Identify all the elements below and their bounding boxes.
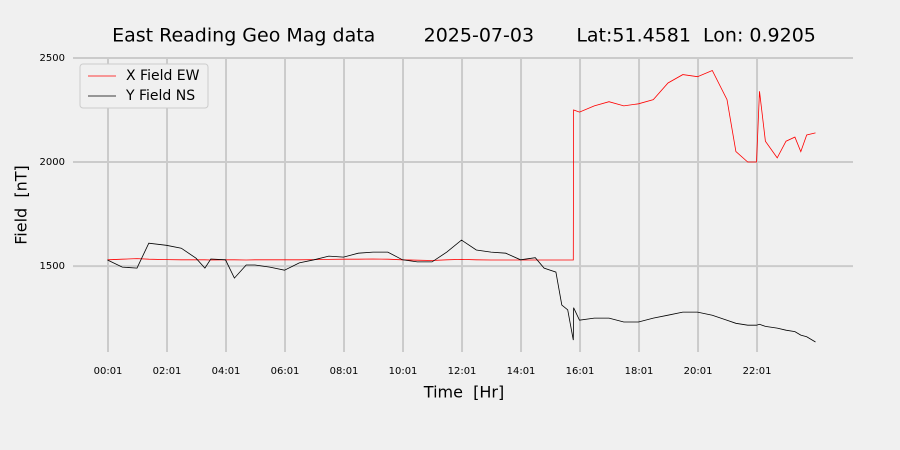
legend-box	[79, 63, 209, 109]
y-tick-label: 2500	[40, 53, 65, 64]
x-tick-label: 04:01	[212, 366, 241, 377]
legend: X Field EW Y Field NS	[79, 63, 209, 109]
legend-label: Y Field NS	[125, 88, 195, 104]
x-tick-label: 08:01	[330, 366, 359, 377]
legend-label: X Field EW	[126, 68, 200, 84]
x-tick-label: 18:01	[625, 366, 654, 377]
y-tick-label: 2000	[40, 157, 65, 168]
x-tick-label: 20:01	[684, 366, 713, 377]
x-tick-label: 06:01	[271, 366, 300, 377]
x-tick-label: 00:01	[94, 366, 123, 377]
chart-title: East Reading Geo Mag data 2025-07-03 Lat…	[112, 25, 816, 47]
y-axis-label: Field [nT]	[12, 165, 31, 245]
y-tick-label: 1500	[40, 261, 65, 272]
x-tick-label: 02:01	[153, 366, 182, 377]
x-tick-label: 14:01	[507, 366, 536, 377]
data-line	[107, 239, 816, 343]
x-tick-label: 10:01	[389, 366, 418, 377]
x-tick-label: 16:01	[566, 366, 595, 377]
x-tick-label: 12:01	[448, 366, 477, 377]
x-axis-label: Time [Hr]	[423, 383, 504, 402]
data-line	[107, 69, 816, 261]
x-tick-label: 22:01	[743, 366, 772, 377]
